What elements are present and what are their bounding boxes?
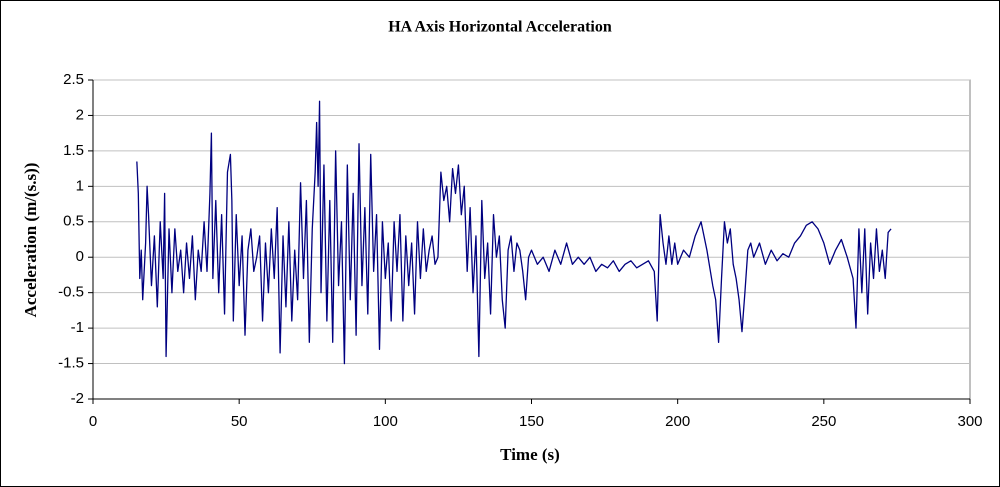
y-tick-label: 1.5: [63, 142, 84, 159]
x-tick-label: 200: [665, 413, 690, 430]
data-line: [136, 100, 892, 365]
y-tick-label: 1: [76, 177, 84, 194]
x-tick-label: 0: [89, 413, 97, 430]
x-tick-label: 250: [811, 413, 836, 430]
chart-title: HA Axis Horizontal Acceleration: [388, 19, 612, 36]
x-tick-label: 300: [957, 413, 982, 430]
plot-area: [92, 79, 971, 400]
y-tick-label: 0: [76, 248, 84, 265]
y-tick-label: 2.5: [63, 71, 84, 88]
y-tick-label: -0.5: [58, 284, 84, 301]
y-tick-label: -1.5: [58, 355, 84, 372]
x-tick-label: 100: [373, 413, 398, 430]
y-tick-label: 0.5: [63, 213, 84, 230]
x-tick-label: 50: [231, 413, 248, 430]
x-tick-label: 150: [519, 413, 544, 430]
y-tick-label: -2: [71, 390, 84, 407]
y-tick-label: -1: [71, 319, 84, 336]
x-axis-label: Time (s): [500, 445, 560, 464]
y-axis-label: Acceleration (m/(s.s)): [21, 163, 40, 318]
y-tick-label: 2: [76, 106, 84, 123]
